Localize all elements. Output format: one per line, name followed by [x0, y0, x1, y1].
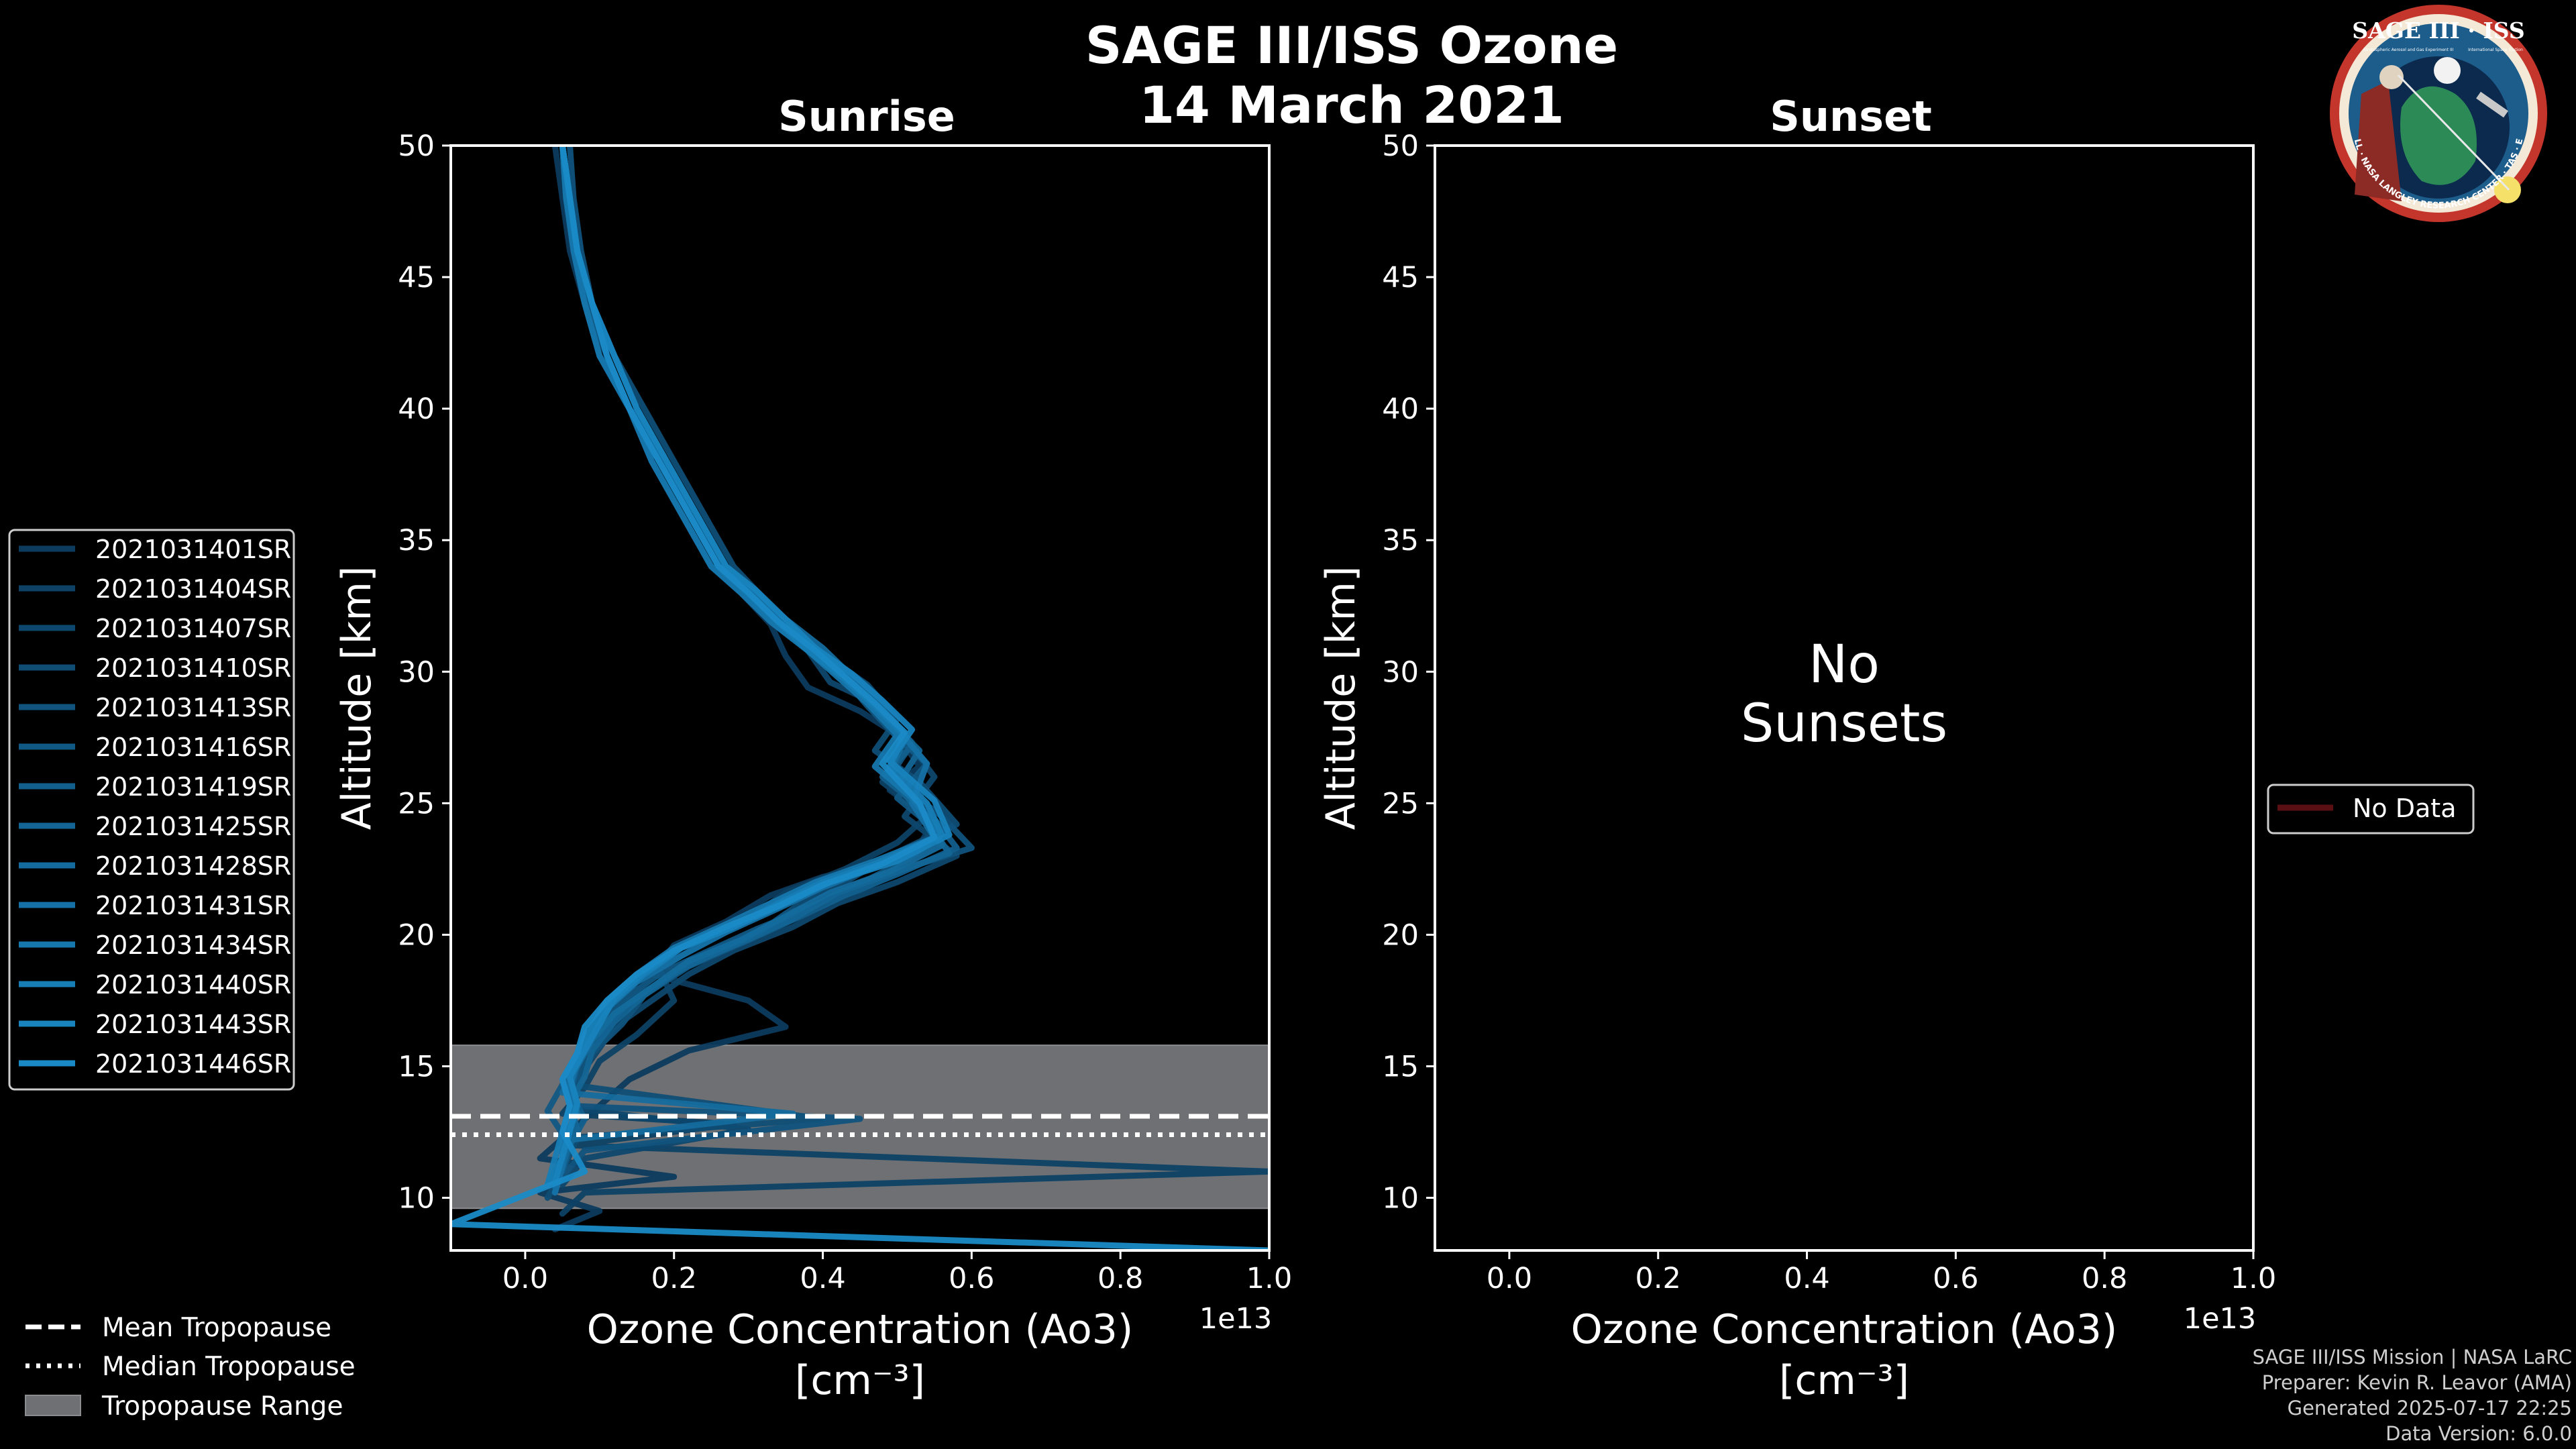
legend-range-label: Tropopause Range — [101, 1391, 343, 1421]
x-tick-label: 0.2 — [1635, 1262, 1681, 1295]
x-tick-label: 0.0 — [502, 1262, 548, 1295]
legend-label: 2021031434SR — [95, 930, 291, 960]
footer-line3: Generated 2025-07-17 22:25 — [2287, 1397, 2572, 1419]
x-tick-label: 1.0 — [1246, 1262, 1292, 1295]
legend-label: 2021031443SR — [95, 1010, 291, 1039]
y-tick-label: 15 — [398, 1051, 435, 1084]
tropopause-legend: Mean Tropopause Median Tropopause Tropopau… — [25, 1313, 356, 1421]
logo-small-left: Stratospheric Aerosol and Gas Experiment… — [2363, 48, 2454, 52]
no-sunsets-annotation-line2: Sunsets — [1741, 694, 1947, 754]
legend-label: 2021031413SR — [95, 693, 291, 722]
legend-label: 2021031431SR — [95, 891, 291, 920]
legend-box — [8, 529, 295, 1091]
y-tick-label: 35 — [1382, 524, 1419, 557]
y-tick-label: 40 — [1382, 392, 1419, 426]
series-line-2021031446SR — [451, 146, 1269, 1250]
y-tick-label: 40 — [398, 392, 435, 426]
panel-title: Sunrise — [778, 92, 955, 141]
figure-title-line1: SAGE III/ISS Ozone — [1085, 15, 1618, 75]
x-tick-label: 0.4 — [1784, 1262, 1829, 1295]
y-tick-label: 20 — [1382, 918, 1419, 952]
logo-small-right: International Space Station — [2468, 48, 2523, 52]
legend-label: 2021031428SR — [95, 851, 291, 881]
y-tick-label: 50 — [1382, 129, 1419, 163]
y-tick-label: 45 — [1382, 261, 1419, 294]
y-tick-label: 20 — [398, 918, 435, 952]
y-tick-label: 30 — [398, 655, 435, 689]
footer-line4: Data Version: 6.0.0 — [2385, 1422, 2572, 1445]
x-axis-label: Ozone Concentration (Ao3) — [587, 1306, 1134, 1353]
legend-label: 2021031446SR — [95, 1049, 291, 1079]
legend-label: 2021031419SR — [95, 772, 291, 802]
legend-label: No Data — [2353, 794, 2457, 823]
no-sunsets-annotation-line1: No — [1809, 635, 1880, 695]
legend-label: 2021031401SR — [95, 535, 291, 564]
legend-label: 2021031440SR — [95, 970, 291, 1000]
y-tick-label: 30 — [1382, 655, 1419, 689]
no-data-legend: No Data — [2267, 784, 2475, 835]
footer-line1: SAGE III/ISS Mission | NASA LaRC — [2252, 1346, 2572, 1368]
panel-sunrise: Sunrise 0.0 0.2 0.4 0.6 0.8 1.0 10 15 20 25 30 35 40 4… — [8, 92, 1292, 1421]
logo-title: SAGE III · ISS — [2352, 17, 2524, 44]
series-legend: 2021031401SR 2021031404SR 2021031407SR 2021… — [8, 529, 295, 1091]
legend-label: 2021031410SR — [95, 653, 291, 683]
x-multiplier: 1e13 — [1199, 1302, 1273, 1336]
x-tick-label: 0.2 — [651, 1262, 697, 1295]
legend-box — [2267, 784, 2475, 835]
x-axis-unit: [cm⁻³] — [795, 1357, 925, 1404]
legend-label: 2021031404SR — [95, 574, 291, 604]
series-line-2021031443SR — [551, 146, 953, 1185]
x-tick-label: 0.4 — [800, 1262, 845, 1295]
plot-frame — [449, 144, 1271, 1252]
x-tick-label: 1.0 — [2231, 1262, 2276, 1295]
footer-line2: Preparer: Kevin R. Leavor (AMA) — [2261, 1371, 2572, 1394]
y-tick-label: 45 — [398, 261, 435, 294]
x-tick-label: 0.6 — [1933, 1262, 1978, 1295]
x-tick-label: 0.8 — [2082, 1262, 2127, 1295]
legend-label: 2021031425SR — [95, 812, 291, 841]
x-tick-label: 0.0 — [1487, 1262, 1532, 1295]
x-tick-label: 0.8 — [1097, 1262, 1143, 1295]
legend-label: 2021031416SR — [95, 733, 291, 762]
x-axis-unit: [cm⁻³] — [1779, 1357, 1909, 1404]
panel-title: Sunset — [1770, 92, 1932, 141]
y-tick-label: 10 — [1382, 1182, 1419, 1216]
plot-frame — [1434, 144, 2255, 1252]
y-axis-label: Altitude [km] — [333, 566, 380, 830]
y-tick-label: 10 — [398, 1182, 435, 1216]
y-tick-label: 50 — [398, 129, 435, 163]
y-tick-label: 25 — [398, 787, 435, 820]
y-tick-label: 35 — [398, 524, 435, 557]
y-tick-label: 15 — [1382, 1051, 1419, 1084]
figure-title-line2: 14 March 2021 — [1139, 75, 1564, 135]
y-axis-label: Altitude [km] — [1318, 566, 1364, 830]
legend-median-label: Median Tropopause — [102, 1352, 356, 1382]
panel-sunset: Sunset 0.0 0.2 0.4 0.6 0.8 1.0 10 15 20 25 30 35 40 45… — [1318, 92, 2475, 1404]
legend-mean-label: Mean Tropopause — [102, 1313, 331, 1343]
footer: SAGE III/ISS Mission | NASA LaRC Prepare… — [2253, 1344, 2572, 1446]
x-multiplier: 1e13 — [2184, 1302, 2257, 1336]
legend-label: 2021031407SR — [95, 614, 291, 643]
x-tick-label: 0.6 — [949, 1262, 994, 1295]
y-tick-label: 25 — [1382, 787, 1419, 820]
x-axis-label: Ozone Concentration (Ao3) — [1571, 1306, 2118, 1353]
series-group — [451, 146, 1269, 1250]
legend-range-swatch — [25, 1395, 81, 1416]
